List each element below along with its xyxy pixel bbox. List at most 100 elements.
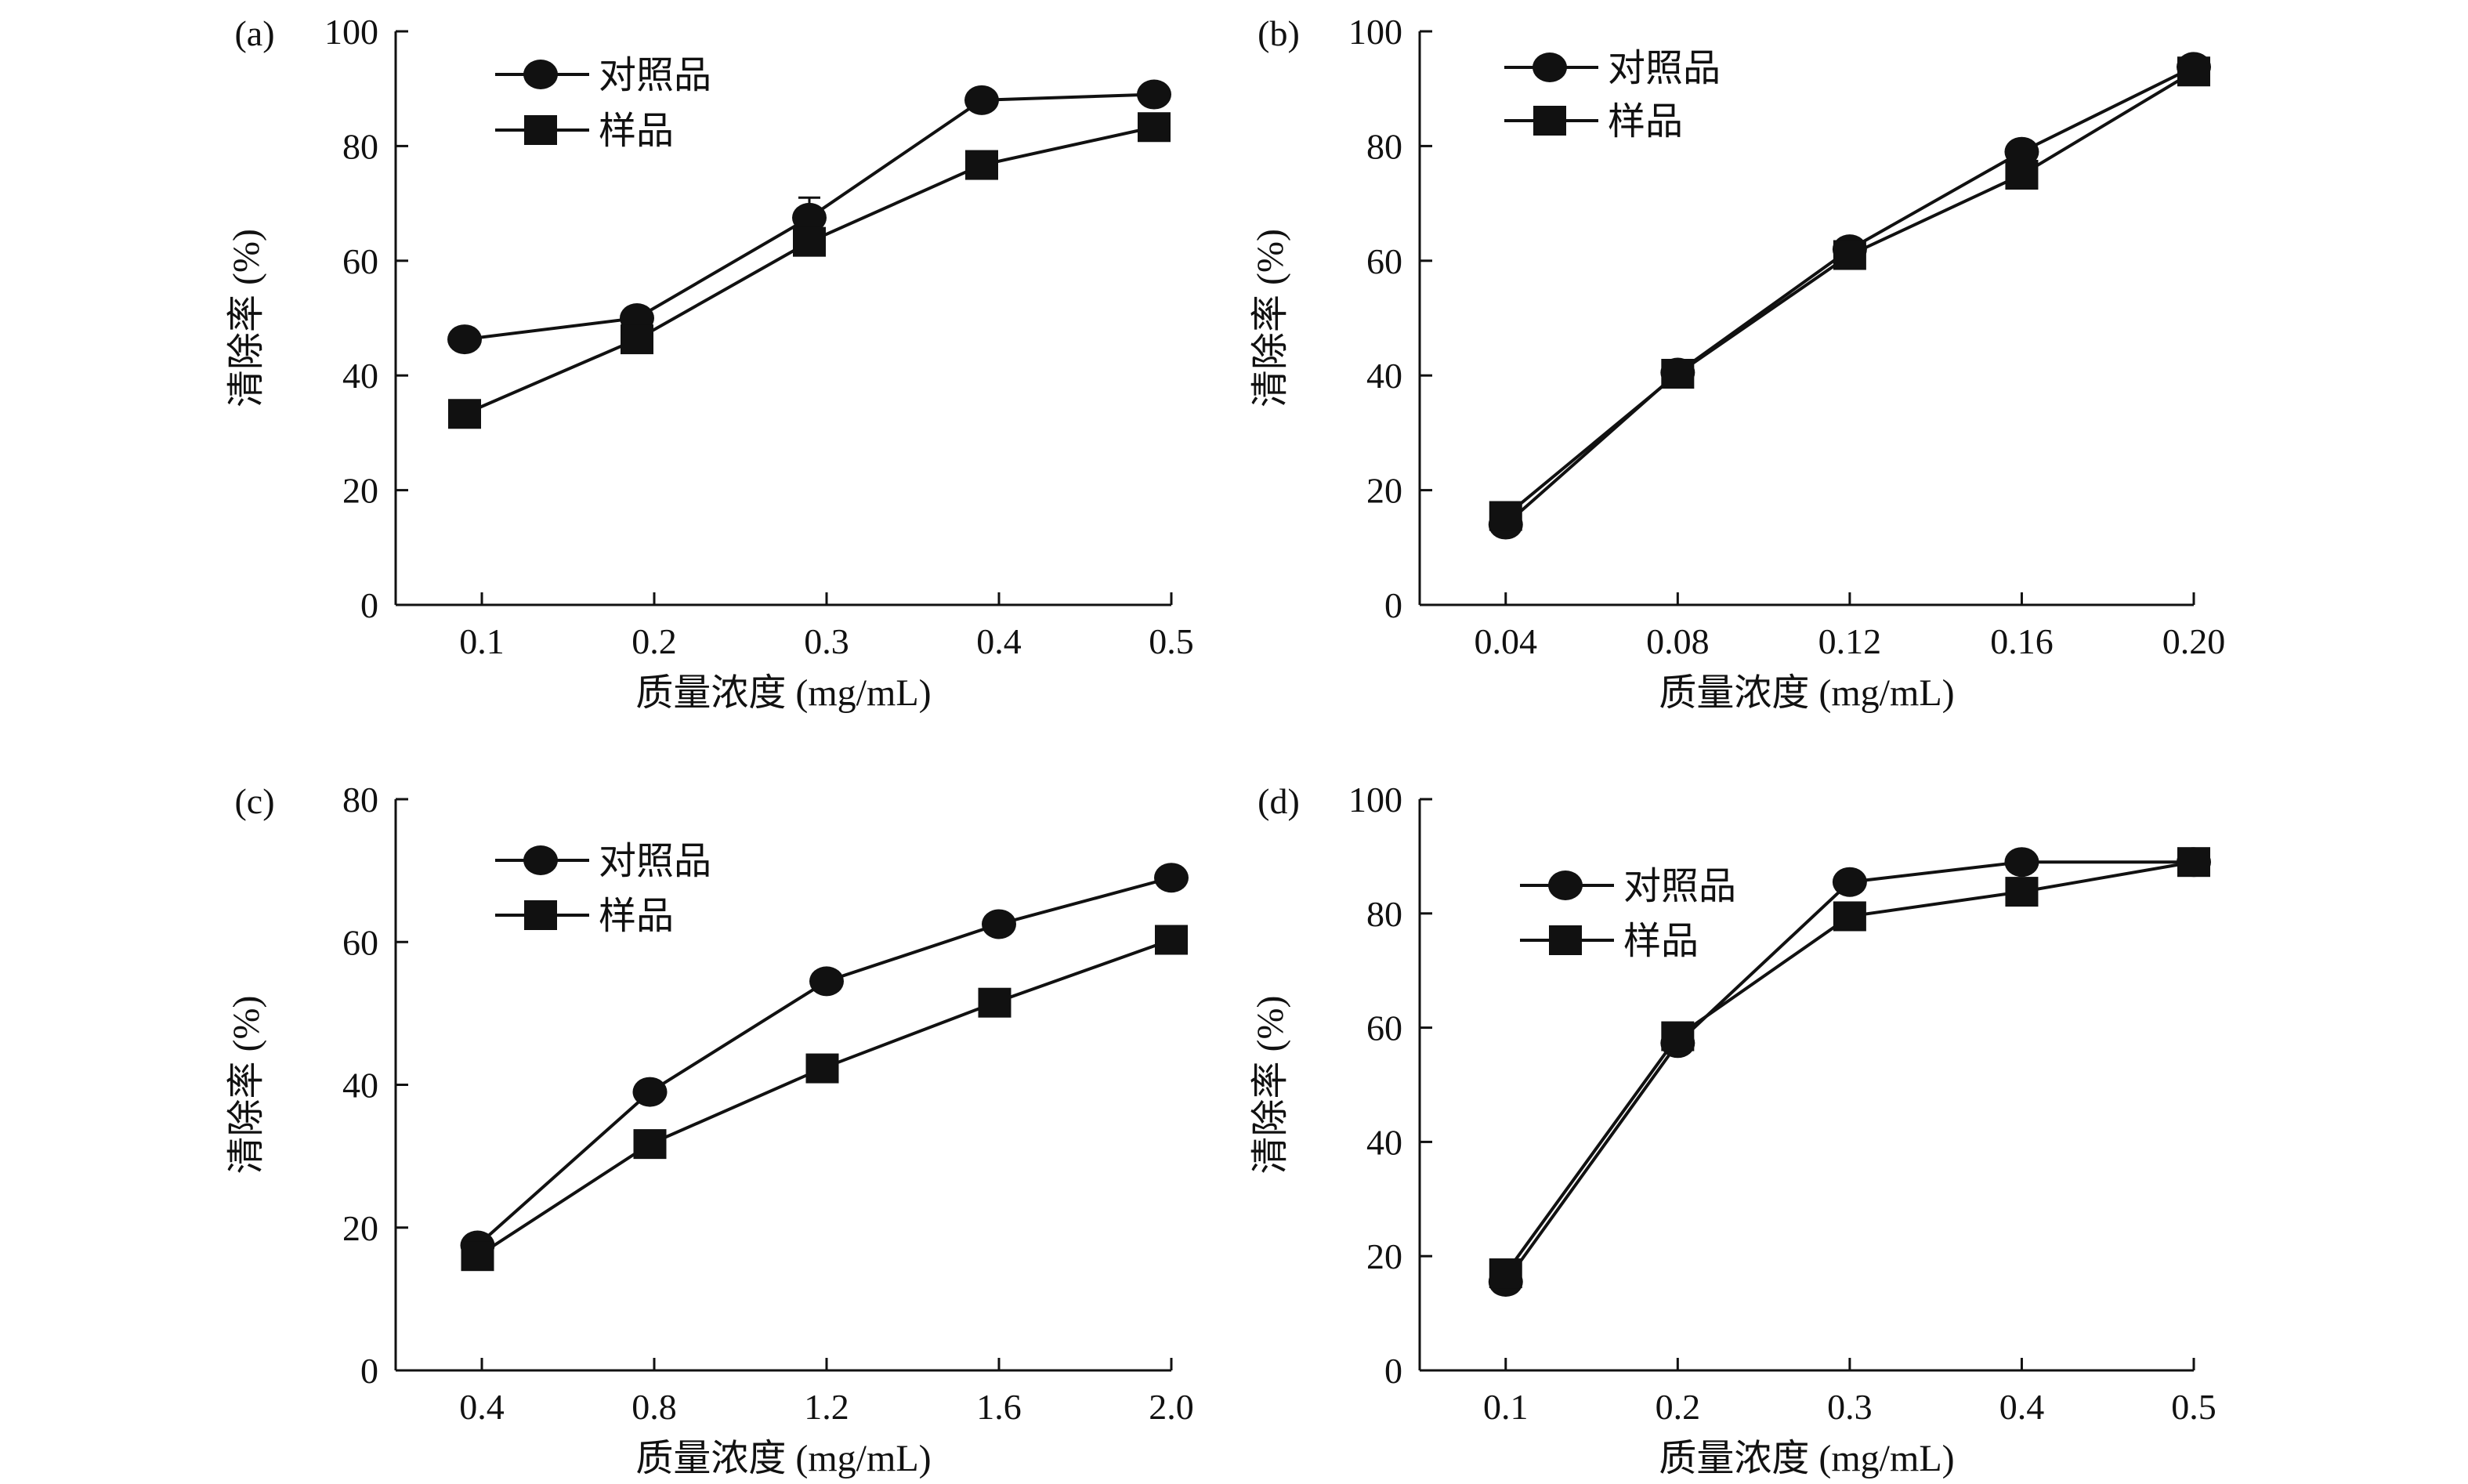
x-axis-label: 质量浓度 (mg/mL)	[1659, 1438, 1954, 1479]
y-tick-label: 100	[1348, 780, 1402, 820]
y-tick-label: 0	[360, 1351, 378, 1391]
x-tick-label: 0.4	[459, 1387, 505, 1427]
data-point-square	[621, 324, 653, 355]
data-point-square	[978, 987, 1011, 1018]
y-tick-label: 40	[342, 356, 378, 396]
y-tick-label: 20	[342, 1208, 378, 1248]
x-tick-label: 1.2	[804, 1387, 849, 1427]
y-tick-label: 80	[1366, 894, 1402, 934]
data-point-circle	[809, 966, 844, 997]
data-point-square	[2005, 160, 2039, 190]
y-axis-label: 清除率 (%)	[1250, 996, 1291, 1175]
data-point-circle	[982, 909, 1016, 939]
x-tick-label: 0.2	[631, 621, 677, 661]
x-tick-label: 0.5	[2171, 1387, 2216, 1427]
chart-panel-a: 0 20 40 60 80 100 0.1 0.2 0.3 0.4 0.5 质量浓度 (mg/mL) 清…	[226, 12, 1194, 714]
x-axis-label: 质量浓度 (mg/mL)	[1659, 672, 1954, 714]
x-tick-label: 0.04	[1475, 621, 1538, 661]
y-tick-label: 0	[1384, 1351, 1402, 1391]
legend-marker-square	[1533, 106, 1566, 136]
data-point-square	[805, 1053, 839, 1084]
y-tick-label: 0	[1384, 585, 1402, 625]
x-tick-label: 0.12	[1818, 621, 1882, 661]
legend-label: 对照品	[1608, 46, 1721, 90]
y-tick-label: 100	[324, 12, 378, 52]
y-tick-label: 40	[1366, 356, 1402, 396]
chart-panel-b: 0 20 40 60 80 100 0.04 0.08 0.12 0.16 0.20 质量浓度 (mg…	[1250, 12, 2225, 714]
data-point-square	[1661, 1021, 1695, 1051]
x-tick-label: 0.4	[1999, 1387, 2045, 1427]
y-tick-label: 40	[342, 1066, 378, 1106]
chart-panel-c: 0 20 40 60 80 0.4 0.8 1.2 1.6 2.0 质量浓度 (mg/mL) 清除率 …	[226, 780, 1194, 1479]
data-point-square	[1661, 359, 1695, 389]
y-axis-label: 清除率 (%)	[226, 996, 267, 1175]
y-tick-label: 20	[342, 471, 378, 511]
data-point-circle	[1832, 867, 1867, 897]
x-axis-label: 质量浓度 (mg/mL)	[635, 672, 931, 714]
x-tick-label: 0.08	[1646, 621, 1710, 661]
chart-panel-d: 0 20 40 60 80 100 0.1 0.2 0.3 0.4 0.5 质量浓度 (mg/mL) 清…	[1250, 780, 2216, 1479]
y-tick-label: 20	[1366, 471, 1402, 511]
legend-marker-circle	[1548, 870, 1583, 900]
legend-label: 对照品	[599, 53, 711, 97]
data-point-square	[2177, 847, 2210, 878]
data-point-square	[2005, 877, 2039, 907]
y-tick-label: 0	[360, 585, 378, 625]
panel-label: (c)	[234, 781, 274, 821]
panel-label: (b)	[1258, 13, 1300, 53]
y-tick-label: 60	[1366, 1008, 1402, 1048]
x-tick-label: 2.0	[1149, 1387, 1194, 1427]
legend-marker-circle	[1533, 52, 1567, 82]
x-tick-label: 0.8	[631, 1387, 677, 1427]
panel-label: (d)	[1258, 781, 1300, 821]
data-point-square	[448, 399, 481, 429]
data-point-square	[1489, 501, 1522, 531]
data-point-square	[1138, 112, 1171, 143]
legend-label: 对照品	[599, 839, 711, 883]
legend-label: 样品	[1623, 919, 1699, 963]
x-axis-label: 质量浓度 (mg/mL)	[635, 1438, 931, 1479]
x-tick-label: 0.5	[1149, 621, 1194, 661]
y-tick-label: 100	[1348, 12, 1402, 52]
data-point-square	[1489, 1258, 1522, 1289]
data-point-square	[1155, 925, 1188, 955]
data-point-square	[793, 226, 826, 257]
y-tick-label: 80	[342, 126, 378, 166]
legend-marker-circle	[523, 845, 558, 875]
data-point-square	[633, 1129, 667, 1160]
data-point-square	[965, 150, 998, 180]
legend-label: 样品	[599, 109, 674, 153]
legend-marker-square	[524, 900, 557, 930]
legend-label: 对照品	[1623, 864, 1736, 908]
data-point-square	[1833, 901, 1866, 932]
data-point-circle	[2004, 136, 2039, 167]
x-tick-label: 0.16	[1990, 621, 2054, 661]
data-point-circle	[447, 324, 482, 355]
data-point-square	[2177, 56, 2210, 87]
y-tick-label: 60	[342, 241, 378, 281]
x-tick-label: 0.3	[1827, 1387, 1873, 1427]
data-point-square	[1833, 240, 1866, 270]
panel-label: (a)	[234, 13, 274, 53]
legend-label: 样品	[599, 894, 674, 938]
y-tick-label: 60	[1366, 241, 1402, 281]
data-point-circle	[632, 1077, 668, 1107]
x-tick-label: 0.4	[976, 621, 1022, 661]
legend-marker-square	[524, 115, 557, 145]
y-tick-label: 80	[342, 780, 378, 820]
x-tick-label: 1.6	[976, 1387, 1022, 1427]
y-axis-label: 清除率 (%)	[226, 229, 267, 407]
x-tick-label: 0.2	[1656, 1387, 1701, 1427]
data-point-circle	[1154, 863, 1189, 893]
y-tick-label: 80	[1366, 126, 1402, 166]
legend-marker-circle	[523, 60, 558, 89]
series-line-sample	[464, 125, 1155, 416]
data-point-square	[461, 1241, 494, 1272]
y-tick-label: 20	[1366, 1236, 1402, 1276]
data-point-circle	[964, 85, 999, 115]
legend-label: 样品	[1608, 100, 1683, 143]
y-tick-label: 40	[1366, 1122, 1402, 1162]
y-axis-label: 清除率 (%)	[1250, 229, 1291, 407]
data-point-circle	[792, 202, 827, 233]
legend-marker-square	[1549, 925, 1582, 955]
